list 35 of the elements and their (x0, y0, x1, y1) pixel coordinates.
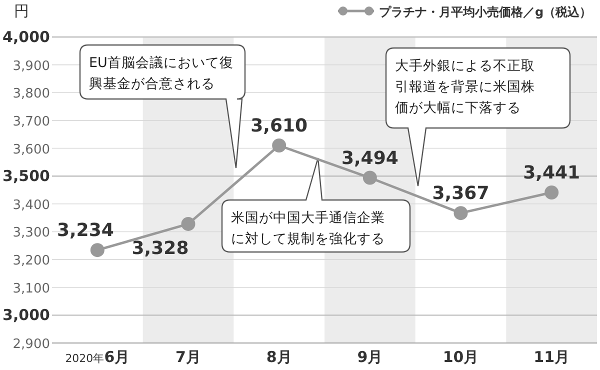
y-tick-label: 3,700 (12, 114, 50, 130)
data-label: 3,494 (341, 148, 398, 169)
x-tick-label: 10月 (442, 348, 479, 366)
point (362, 170, 377, 185)
point (90, 243, 104, 258)
y-tick-label: 3,800 (12, 86, 50, 102)
data-label: 3,234 (56, 220, 114, 242)
x-tick-label: 8月 (266, 348, 292, 366)
point (454, 206, 468, 220)
y-tick-label: 3,600 (12, 142, 50, 158)
point (181, 216, 196, 231)
data-label: 3,367 (432, 183, 490, 204)
y-tick-label: 3,200 (12, 254, 50, 269)
annotation: 米国が中国大手通信企業に対して規制を強化する (231, 210, 385, 247)
point (544, 186, 559, 200)
y-tick-label: 4,000 (2, 28, 50, 46)
y-tick-label: 3,500 (2, 167, 50, 186)
data-label: 3,441 (523, 162, 580, 184)
y-axis-title: 円 (14, 2, 29, 20)
data-label: 3,610 (250, 115, 308, 136)
x-tick-label: 9月 (357, 348, 383, 366)
point (272, 138, 286, 152)
annotation: 大手外銀による不正取引報道を背景に米国株価が大幅に下落する (395, 58, 535, 116)
x-tick-label: 11月 (534, 348, 570, 366)
y-tick-label: 3,300 (12, 226, 50, 241)
y-tick-label: 2,900 (12, 337, 50, 352)
y-tick-label: 3,000 (2, 306, 50, 324)
annotation: EU首脳会議において復興基金が合意される (89, 55, 234, 92)
y-tick-label: 3,900 (12, 58, 50, 74)
legend-label: プラチナ・月平均小売価格／g（税込） (379, 5, 592, 19)
x-tick-label: 2020年6月 (65, 348, 130, 366)
data-label: 3,328 (132, 238, 189, 259)
x-tick-label: 7月 (176, 348, 201, 366)
y-tick-label: 3,400 (12, 198, 50, 213)
y-tick-label: 3,100 (12, 281, 50, 296)
